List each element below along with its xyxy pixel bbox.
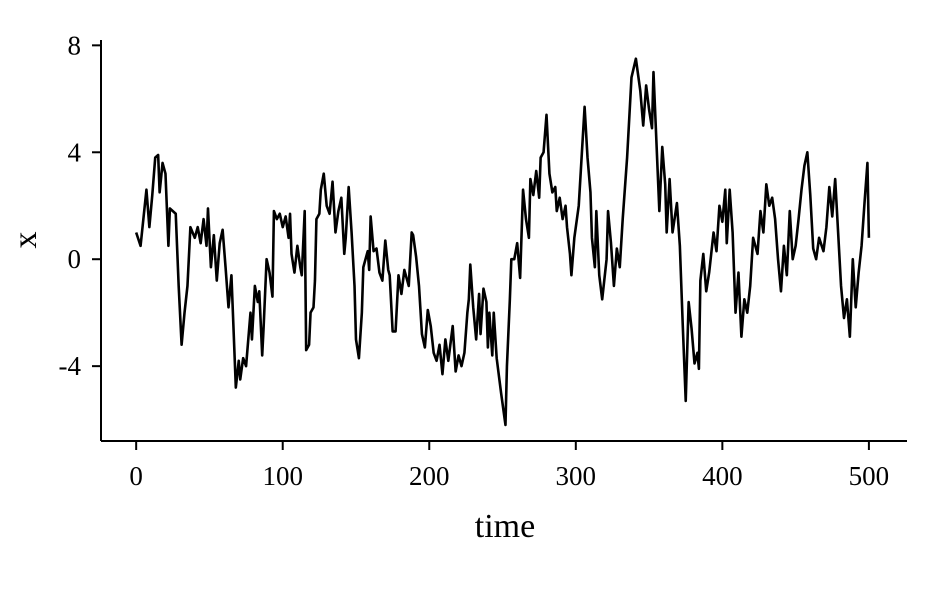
y-tick-label: 4 [68,137,82,167]
y-tick-label: 0 [68,244,82,274]
x-tick-label: 100 [262,461,303,491]
y-axis-title: x [7,232,44,249]
x-tick-label: 500 [849,461,890,491]
data-line [134,57,871,427]
y-tick-label: -4 [59,351,82,381]
x-axis-title: time [475,508,535,545]
x-tick-label: 0 [129,461,143,491]
x-tick-label: 400 [702,461,743,491]
y-tick-label: 8 [68,30,82,60]
x-tick-label: 300 [556,461,597,491]
x-tick-label: 200 [409,461,450,491]
